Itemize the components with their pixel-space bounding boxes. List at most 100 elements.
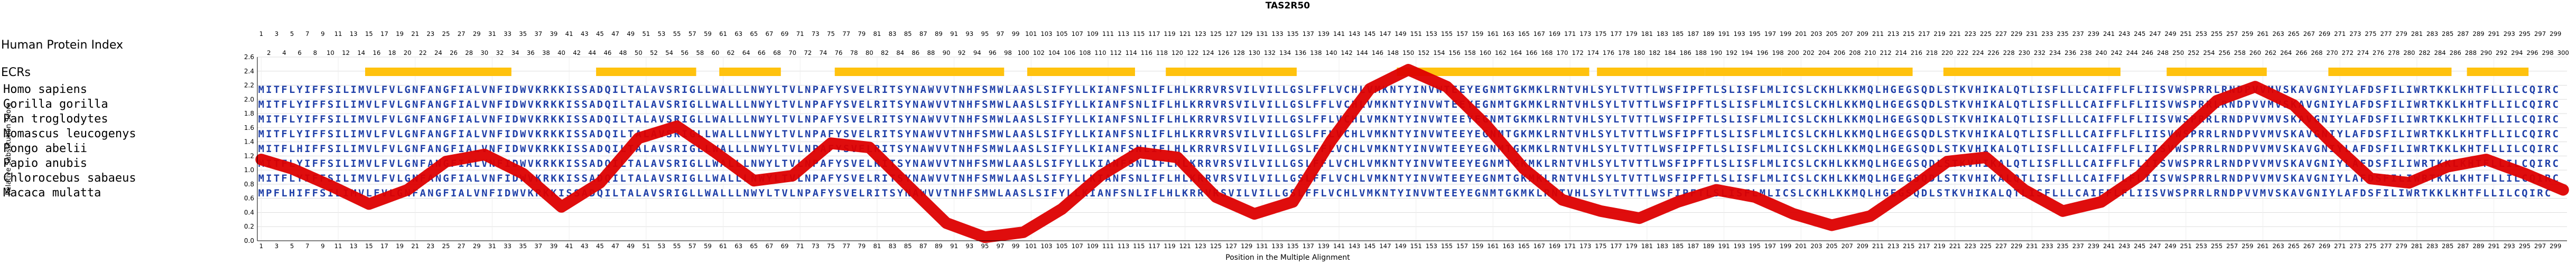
x-tick-label: 103 bbox=[1040, 242, 1052, 250]
residue: V bbox=[658, 143, 664, 155]
residue: K bbox=[1521, 114, 1527, 125]
index-tick-label: 93 bbox=[965, 30, 973, 37]
residue: L bbox=[1082, 84, 1088, 96]
residue: T bbox=[782, 99, 787, 110]
residue: L bbox=[1275, 187, 1280, 199]
residue: L bbox=[2137, 143, 2143, 155]
residue: L bbox=[867, 114, 872, 125]
index-tick-label: 71 bbox=[796, 30, 804, 37]
residue: V bbox=[1259, 99, 1265, 110]
residue: N bbox=[2229, 143, 2235, 155]
index-tick-label: 194 bbox=[1741, 49, 1753, 56]
residue: D bbox=[2237, 158, 2243, 169]
residue: C bbox=[1782, 187, 1788, 199]
residue: F bbox=[1120, 84, 1126, 96]
residue: A bbox=[1998, 143, 2004, 155]
x-tick-label: 177 bbox=[1610, 242, 1622, 250]
index-tick-label: 85 bbox=[904, 30, 912, 37]
index-tick-label: 103 bbox=[1040, 30, 1052, 37]
residue: A bbox=[720, 173, 727, 184]
residue: I bbox=[1267, 158, 1272, 169]
residue: A bbox=[2352, 84, 2359, 96]
residue: L bbox=[1875, 128, 1881, 140]
residue: V bbox=[2260, 99, 2266, 110]
residue: V bbox=[2306, 143, 2312, 155]
residue: I bbox=[1151, 173, 1157, 184]
residue: W bbox=[512, 187, 518, 199]
index-tick-label: 59 bbox=[704, 30, 712, 37]
x-tick-label: 213 bbox=[1887, 242, 1899, 250]
index-tick-label: 6 bbox=[297, 49, 301, 56]
residue: L bbox=[705, 84, 711, 96]
residue: L bbox=[1829, 187, 1835, 199]
residue: N bbox=[1136, 173, 1142, 184]
residue: G bbox=[443, 143, 449, 155]
residue: R bbox=[1205, 99, 1212, 110]
residue: F bbox=[2106, 99, 2112, 110]
residue: I bbox=[2036, 128, 2042, 140]
residue: T bbox=[2429, 128, 2435, 140]
x-tick-label: 127 bbox=[1225, 242, 1237, 250]
index-tick-label: 37 bbox=[534, 30, 542, 37]
residue: V bbox=[936, 143, 942, 155]
x-tick-label: 153 bbox=[1426, 242, 1437, 250]
x-tick-label: 223 bbox=[1965, 242, 1976, 250]
residue: I bbox=[1151, 84, 1157, 96]
index-tick-label: 89 bbox=[935, 30, 943, 37]
residue: V bbox=[1421, 187, 1427, 199]
residue: W bbox=[520, 143, 526, 155]
residue: L bbox=[1136, 187, 1142, 199]
residue: F bbox=[2052, 158, 2058, 169]
residue: W bbox=[997, 158, 1003, 169]
residue: T bbox=[2021, 143, 2027, 155]
residue: L bbox=[1282, 173, 1288, 184]
residue: T bbox=[1706, 99, 1712, 110]
x-tick-label: 93 bbox=[965, 242, 973, 250]
residue: I bbox=[1782, 173, 1788, 184]
residue: N bbox=[2221, 187, 2227, 199]
residue: Y bbox=[2337, 114, 2343, 125]
residue: L bbox=[1875, 158, 1881, 169]
residue: M bbox=[2267, 128, 2273, 140]
index-tick-label: 243 bbox=[2118, 30, 2130, 37]
residue: V bbox=[1428, 143, 1434, 155]
residue: L bbox=[2498, 128, 2504, 140]
residue: F bbox=[1159, 173, 1165, 184]
residue: V bbox=[943, 99, 949, 110]
residue: R bbox=[2422, 84, 2428, 96]
residue: S bbox=[982, 84, 988, 96]
residue: G bbox=[2314, 114, 2320, 125]
index-tick-label: 180 bbox=[1633, 49, 1645, 56]
residue: C bbox=[2522, 114, 2527, 125]
residue: T bbox=[1567, 143, 1573, 155]
residue: L bbox=[281, 187, 287, 199]
residue: L bbox=[474, 143, 480, 155]
residue: L bbox=[2514, 114, 2520, 125]
index-tick-label: 190 bbox=[1710, 49, 1722, 56]
residue: L bbox=[1652, 128, 1658, 140]
ecr-bar bbox=[2328, 68, 2452, 76]
residue: V bbox=[481, 173, 487, 184]
residue: S bbox=[1798, 158, 1804, 169]
residue: F bbox=[2383, 158, 2389, 169]
residue: C bbox=[1344, 143, 1350, 155]
residue: L bbox=[1613, 114, 1619, 125]
residue: A bbox=[427, 128, 434, 140]
residue: Y bbox=[1605, 99, 1612, 110]
residue: K bbox=[1844, 84, 1850, 96]
residue: I bbox=[2329, 128, 2335, 140]
residue: I bbox=[2406, 143, 2412, 155]
residue: V bbox=[782, 187, 787, 199]
residue: H bbox=[1352, 173, 1357, 184]
index-tick-label: 196 bbox=[1756, 49, 1768, 56]
residue: V bbox=[936, 84, 942, 96]
residue: N bbox=[1490, 173, 1496, 184]
residue: L bbox=[1359, 114, 1365, 125]
residue: A bbox=[651, 158, 657, 169]
residue: L bbox=[736, 114, 741, 125]
residue: M bbox=[1498, 158, 1503, 169]
residue: F bbox=[281, 128, 287, 140]
residue: M bbox=[1374, 128, 1380, 140]
residue: F bbox=[1675, 84, 1680, 96]
residue: A bbox=[466, 128, 472, 140]
